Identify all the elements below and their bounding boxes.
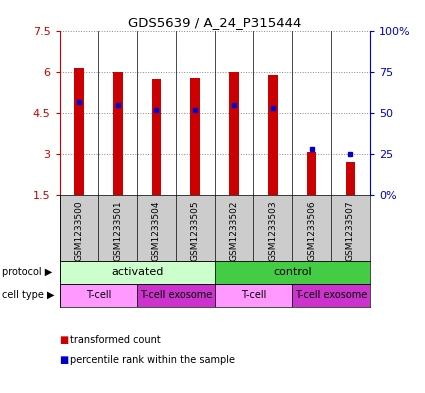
Bar	[268, 75, 278, 195]
Bar	[74, 68, 84, 195]
Bar	[292, 284, 370, 307]
Text: cell type ▶: cell type ▶	[2, 290, 55, 300]
Bar	[307, 152, 317, 195]
Text: percentile rank within the sample: percentile rank within the sample	[70, 354, 235, 365]
Text: activated: activated	[111, 267, 163, 277]
Text: T-cell exosome: T-cell exosome	[295, 290, 367, 300]
Text: GSM1233505: GSM1233505	[191, 200, 200, 261]
Text: ■: ■	[60, 335, 69, 345]
Text: GSM1233506: GSM1233506	[307, 200, 316, 261]
Text: control: control	[273, 267, 312, 277]
Text: T-cell: T-cell	[85, 290, 111, 300]
Bar	[215, 284, 292, 307]
Bar	[346, 162, 355, 195]
Bar	[113, 72, 122, 195]
Text: T-cell: T-cell	[241, 290, 266, 300]
Text: ■: ■	[60, 354, 69, 365]
Text: GSM1233500: GSM1233500	[74, 200, 83, 261]
Bar	[137, 284, 215, 307]
Text: T-cell exosome: T-cell exosome	[140, 290, 212, 300]
Bar	[190, 78, 200, 195]
Text: GSM1233504: GSM1233504	[152, 200, 161, 261]
Text: GSM1233503: GSM1233503	[268, 200, 277, 261]
Text: GSM1233501: GSM1233501	[113, 200, 122, 261]
Bar	[152, 79, 162, 195]
Text: transformed count: transformed count	[70, 335, 161, 345]
Text: protocol ▶: protocol ▶	[2, 267, 52, 277]
Bar	[229, 72, 239, 195]
Text: GSM1233502: GSM1233502	[230, 200, 238, 261]
Bar	[215, 261, 370, 284]
Text: GSM1233507: GSM1233507	[346, 200, 355, 261]
Bar	[60, 284, 137, 307]
Bar	[60, 261, 215, 284]
Title: GDS5639 / A_24_P315444: GDS5639 / A_24_P315444	[128, 16, 301, 29]
